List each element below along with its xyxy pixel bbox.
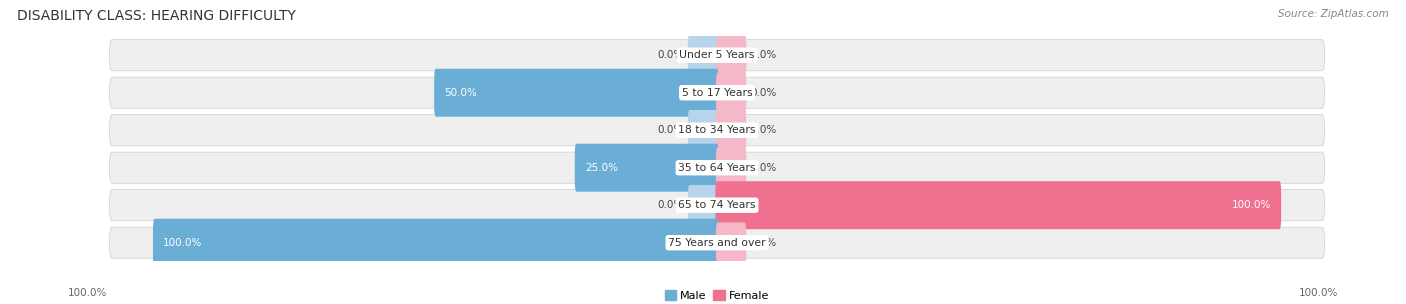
FancyBboxPatch shape: [575, 144, 718, 192]
FancyBboxPatch shape: [716, 223, 747, 263]
FancyBboxPatch shape: [434, 69, 718, 117]
FancyBboxPatch shape: [110, 152, 1324, 183]
Text: 18 to 34 Years: 18 to 34 Years: [678, 125, 756, 135]
Text: Source: ZipAtlas.com: Source: ZipAtlas.com: [1278, 9, 1389, 19]
Text: 5 to 17 Years: 5 to 17 Years: [682, 88, 752, 98]
Text: 0.0%: 0.0%: [657, 50, 683, 60]
FancyBboxPatch shape: [110, 227, 1324, 258]
FancyBboxPatch shape: [110, 190, 1324, 221]
FancyBboxPatch shape: [110, 40, 1324, 71]
Text: 0.0%: 0.0%: [751, 163, 778, 173]
Text: Under 5 Years: Under 5 Years: [679, 50, 755, 60]
Legend: Male, Female: Male, Female: [661, 286, 773, 304]
Text: 50.0%: 50.0%: [444, 88, 477, 98]
FancyBboxPatch shape: [110, 77, 1324, 108]
Text: 100.0%: 100.0%: [163, 238, 202, 248]
Text: DISABILITY CLASS: HEARING DIFFICULTY: DISABILITY CLASS: HEARING DIFFICULTY: [17, 9, 295, 23]
Text: 0.0%: 0.0%: [657, 200, 683, 210]
Text: 35 to 64 Years: 35 to 64 Years: [678, 163, 756, 173]
FancyBboxPatch shape: [716, 110, 747, 150]
Text: 65 to 74 Years: 65 to 74 Years: [678, 200, 756, 210]
Text: 0.0%: 0.0%: [751, 125, 778, 135]
FancyBboxPatch shape: [716, 72, 747, 113]
FancyBboxPatch shape: [688, 110, 718, 150]
Text: 0.0%: 0.0%: [657, 125, 683, 135]
FancyBboxPatch shape: [688, 185, 718, 226]
Text: 0.0%: 0.0%: [751, 88, 778, 98]
Text: 100.0%: 100.0%: [1232, 200, 1271, 210]
FancyBboxPatch shape: [716, 147, 747, 188]
Text: 75 Years and over: 75 Years and over: [668, 238, 766, 248]
Text: 25.0%: 25.0%: [585, 163, 617, 173]
Text: 0.0%: 0.0%: [751, 238, 778, 248]
FancyBboxPatch shape: [110, 115, 1324, 146]
Text: 100.0%: 100.0%: [1299, 288, 1339, 298]
FancyBboxPatch shape: [688, 35, 718, 75]
Text: 100.0%: 100.0%: [67, 288, 107, 298]
FancyBboxPatch shape: [716, 181, 1281, 229]
Text: 0.0%: 0.0%: [751, 50, 778, 60]
FancyBboxPatch shape: [716, 35, 747, 75]
FancyBboxPatch shape: [153, 219, 718, 267]
